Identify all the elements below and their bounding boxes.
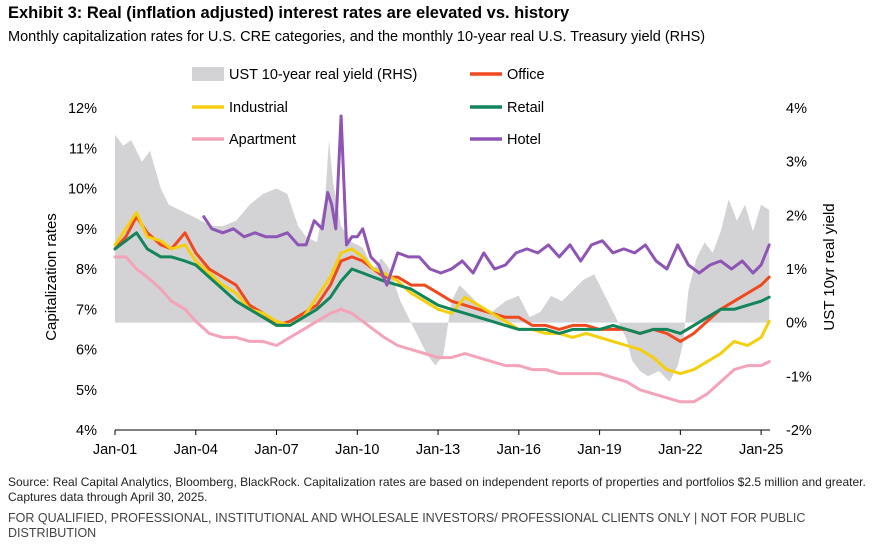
x-tick-label: Jan-10 bbox=[335, 442, 379, 458]
y-tick-label: 5% bbox=[76, 383, 97, 399]
x-tick-label: Jan-13 bbox=[416, 442, 460, 458]
x-tick-label: Jan-25 bbox=[739, 442, 783, 458]
y-tick-label: 7% bbox=[76, 302, 97, 318]
y2-tick-label: -2% bbox=[786, 423, 812, 439]
x-tick-label: Jan-22 bbox=[658, 442, 702, 458]
legend-layer: UST 10-year real yield (RHS) Office Indust… bbox=[192, 67, 545, 148]
x-tick-label: Jan-01 bbox=[93, 442, 137, 458]
x-tick-label: Jan-16 bbox=[497, 442, 541, 458]
ust-area-layer bbox=[115, 134, 770, 382]
chart-subtitle: Monthly capitalization rates for U.S. CR… bbox=[8, 29, 706, 45]
y2-tick-label: -1% bbox=[786, 369, 812, 385]
y2-tick-label: 2% bbox=[786, 208, 807, 224]
ust-legend-swatch bbox=[192, 67, 224, 81]
y-tick-label: 10% bbox=[68, 182, 97, 198]
x-tick-label: Jan-04 bbox=[174, 442, 218, 458]
y-tick-label: 11% bbox=[69, 141, 97, 157]
industrial-legend-label: Industrial bbox=[229, 100, 288, 116]
retail-legend-label: Retail bbox=[507, 100, 544, 116]
apartment-line bbox=[113, 255, 771, 404]
axis-layer: Jan-01 Jan-04 Jan-07 Jan-10 Jan-13 Jan-16 Jan-… bbox=[43, 101, 838, 458]
office-line bbox=[113, 215, 771, 343]
y2-axis-title: UST 10yr real yield bbox=[821, 203, 838, 330]
office-legend-label: Office bbox=[507, 67, 545, 83]
chart-title: Exhibit 3: Real (inflation adjusted) int… bbox=[8, 4, 570, 22]
footnote-disclaimer: FOR QUALIFIED, PROFESSIONAL, INSTITUTION… bbox=[8, 511, 806, 540]
y2-tick-label: 3% bbox=[786, 155, 807, 171]
y2-tick-label: 4% bbox=[786, 101, 807, 117]
footnote-source: Source: Real Capital Analytics, Bloomber… bbox=[8, 475, 866, 504]
hotel-legend-label: Hotel bbox=[507, 132, 541, 148]
retail-line bbox=[113, 231, 771, 335]
series-line-layer bbox=[113, 114, 771, 404]
y-tick-label: 8% bbox=[76, 262, 97, 278]
y-tick-label: 6% bbox=[76, 343, 97, 359]
ust-real-yield-area bbox=[115, 134, 770, 382]
ust-legend-label: UST 10-year real yield (RHS) bbox=[229, 67, 417, 83]
y2-tick-label: 0% bbox=[786, 316, 807, 332]
hotel-line bbox=[202, 114, 771, 287]
x-tick-label: Jan-19 bbox=[577, 442, 621, 458]
y-tick-label: 12% bbox=[68, 101, 97, 117]
y-axis-title: Capitalization rates bbox=[43, 213, 60, 341]
y-tick-label: 4% bbox=[76, 423, 97, 439]
y2-tick-label: 1% bbox=[786, 262, 807, 278]
cap-rate-chart: Jan-01 Jan-04 Jan-07 Jan-10 Jan-13 Jan-16 Jan-… bbox=[43, 67, 838, 458]
x-tick-label: Jan-07 bbox=[254, 442, 298, 458]
y-tick-label: 9% bbox=[76, 222, 97, 238]
industrial-line bbox=[113, 211, 771, 376]
apartment-legend-label: Apartment bbox=[229, 132, 296, 148]
